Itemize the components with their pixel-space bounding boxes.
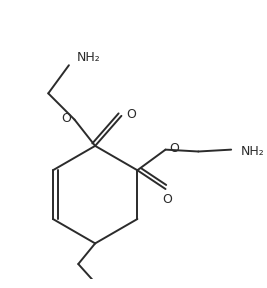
- Text: NH₂: NH₂: [241, 145, 264, 158]
- Text: NH₂: NH₂: [76, 51, 100, 64]
- Text: O: O: [169, 142, 179, 155]
- Text: O: O: [126, 108, 136, 121]
- Text: O: O: [162, 193, 172, 206]
- Text: O: O: [61, 112, 71, 125]
